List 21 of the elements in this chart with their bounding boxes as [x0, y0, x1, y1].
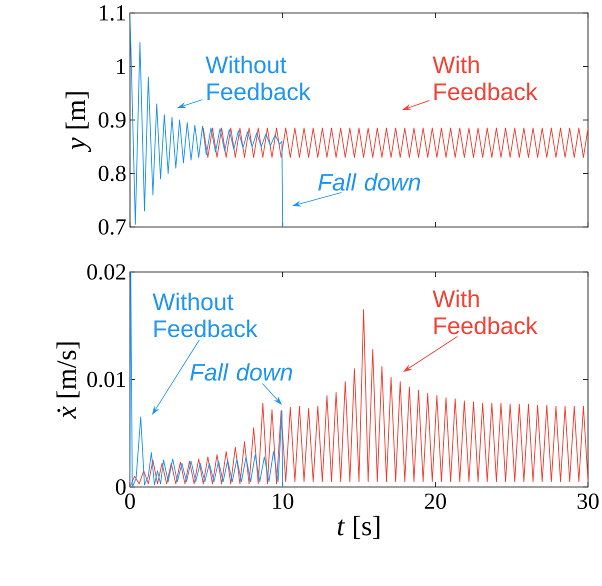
- annotation: With Feedback: [432, 56, 538, 100]
- y-tick-label: 0.02: [87, 264, 126, 280]
- y-tick-label: 0.8: [98, 166, 126, 182]
- y-axis-title: y [m]: [66, 92, 91, 152]
- x-axis-title: t [s]: [338, 516, 380, 539]
- annotation: Without Feedback: [206, 56, 311, 100]
- x-tick-label: 10: [273, 494, 294, 509]
- line-series: [130, 309, 588, 487]
- y-tick-label: 1: [117, 58, 126, 74]
- y-tick-label: 0.9: [98, 112, 126, 128]
- annotation: Without Feedback: [152, 292, 258, 338]
- annotation: Fall down: [190, 363, 292, 381]
- y-axis-title: ẋ [m/s]: [56, 342, 80, 419]
- x-tick-label: 20: [424, 494, 446, 509]
- annotation: With Feedback: [432, 290, 538, 334]
- annotation: Fall down: [318, 173, 420, 191]
- y-tick-label: 1.1: [100, 5, 126, 21]
- x-tick-label: 30: [578, 494, 599, 509]
- y-tick-label: 0.01: [87, 372, 126, 388]
- y-tick-label: 0.7: [98, 219, 126, 235]
- y-tick-label: 0: [116, 479, 126, 495]
